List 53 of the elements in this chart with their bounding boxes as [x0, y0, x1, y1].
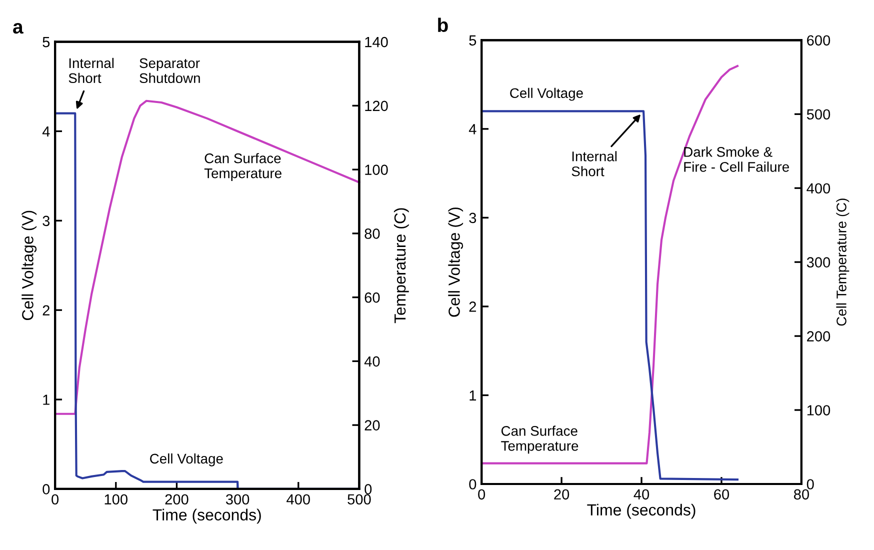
y-tick-label: 1 — [43, 394, 50, 405]
y-tick-label: 5 — [42, 37, 50, 48]
series-label: Cell Voltage — [150, 453, 223, 466]
y2-tick-label: 80 — [364, 228, 380, 239]
y-tick-label: 0 — [469, 479, 476, 490]
annotation: Separator Shutdown — [140, 58, 200, 84]
y2-tick-label: 300 — [806, 257, 830, 268]
y-tick-label: 1 — [470, 390, 476, 401]
x-axis-title: Time (seconds) — [587, 504, 696, 519]
y2-tick-label: 60 — [364, 292, 380, 303]
y-axis-title: Cell Voltage (V) — [22, 210, 37, 320]
y-tick-label: 3 — [42, 216, 50, 226]
x-tick-label: 100 — [104, 494, 128, 505]
y2-axis-title: Temperature (C) — [394, 208, 409, 324]
y2-tick-label: 0 — [806, 479, 814, 490]
y-tick-label: 2 — [469, 302, 476, 312]
x-tick-label: 500 — [348, 494, 371, 505]
x-tick-label: 400 — [286, 494, 310, 505]
y2-tick-label: 140 — [365, 36, 388, 48]
y2-tick-label: 600 — [807, 35, 830, 46]
y2-tick-label: 40 — [364, 356, 380, 367]
x-tick-label: 300 — [226, 494, 250, 505]
chart-title: a — [13, 23, 24, 34]
x-tick-label: 0 — [478, 489, 486, 500]
x-tick-label: 20 — [554, 489, 570, 500]
x-tick-label: 0 — [52, 494, 59, 505]
y-tick-label: 4 — [468, 124, 476, 134]
series-label: Can Surface Temperature — [204, 153, 282, 181]
y2-tick-label: 400 — [806, 183, 830, 194]
y2-tick-label: 120 — [365, 100, 388, 112]
annotation: Internal Short — [572, 151, 617, 176]
y2-tick-label: 500 — [806, 109, 830, 120]
y-axis-title: Cell Voltage (V) — [448, 208, 464, 317]
annotation: Internal Short — [68, 58, 114, 84]
y-tick-label: 5 — [469, 35, 476, 46]
series-label: Can Surface Temperature — [501, 426, 578, 454]
y2-tick-label: 100 — [807, 405, 830, 416]
x-tick-label: 40 — [634, 489, 650, 500]
x-tick-label: 60 — [714, 489, 730, 500]
x-axis-title: Time (seconds) — [152, 508, 261, 524]
y-tick-label: 2 — [42, 305, 50, 316]
y2-tick-label: 100 — [365, 164, 388, 175]
x-tick-label: 200 — [165, 494, 188, 505]
x-tick-label: 80 — [794, 489, 809, 500]
y2-tick-label: 20 — [364, 420, 380, 430]
y-tick-label: 4 — [42, 126, 50, 137]
y-tick-label: 3 — [469, 212, 476, 224]
series-label: Cell Voltage — [510, 88, 583, 101]
y2-tick-label: 200 — [807, 331, 830, 342]
line-series — [54, 100, 360, 415]
y2-axis-title: Cell Temperature (C) — [836, 198, 850, 326]
chart-title: b — [438, 18, 448, 32]
annotation: Dark Smoke & Fire - Cell Failure — [684, 146, 789, 172]
